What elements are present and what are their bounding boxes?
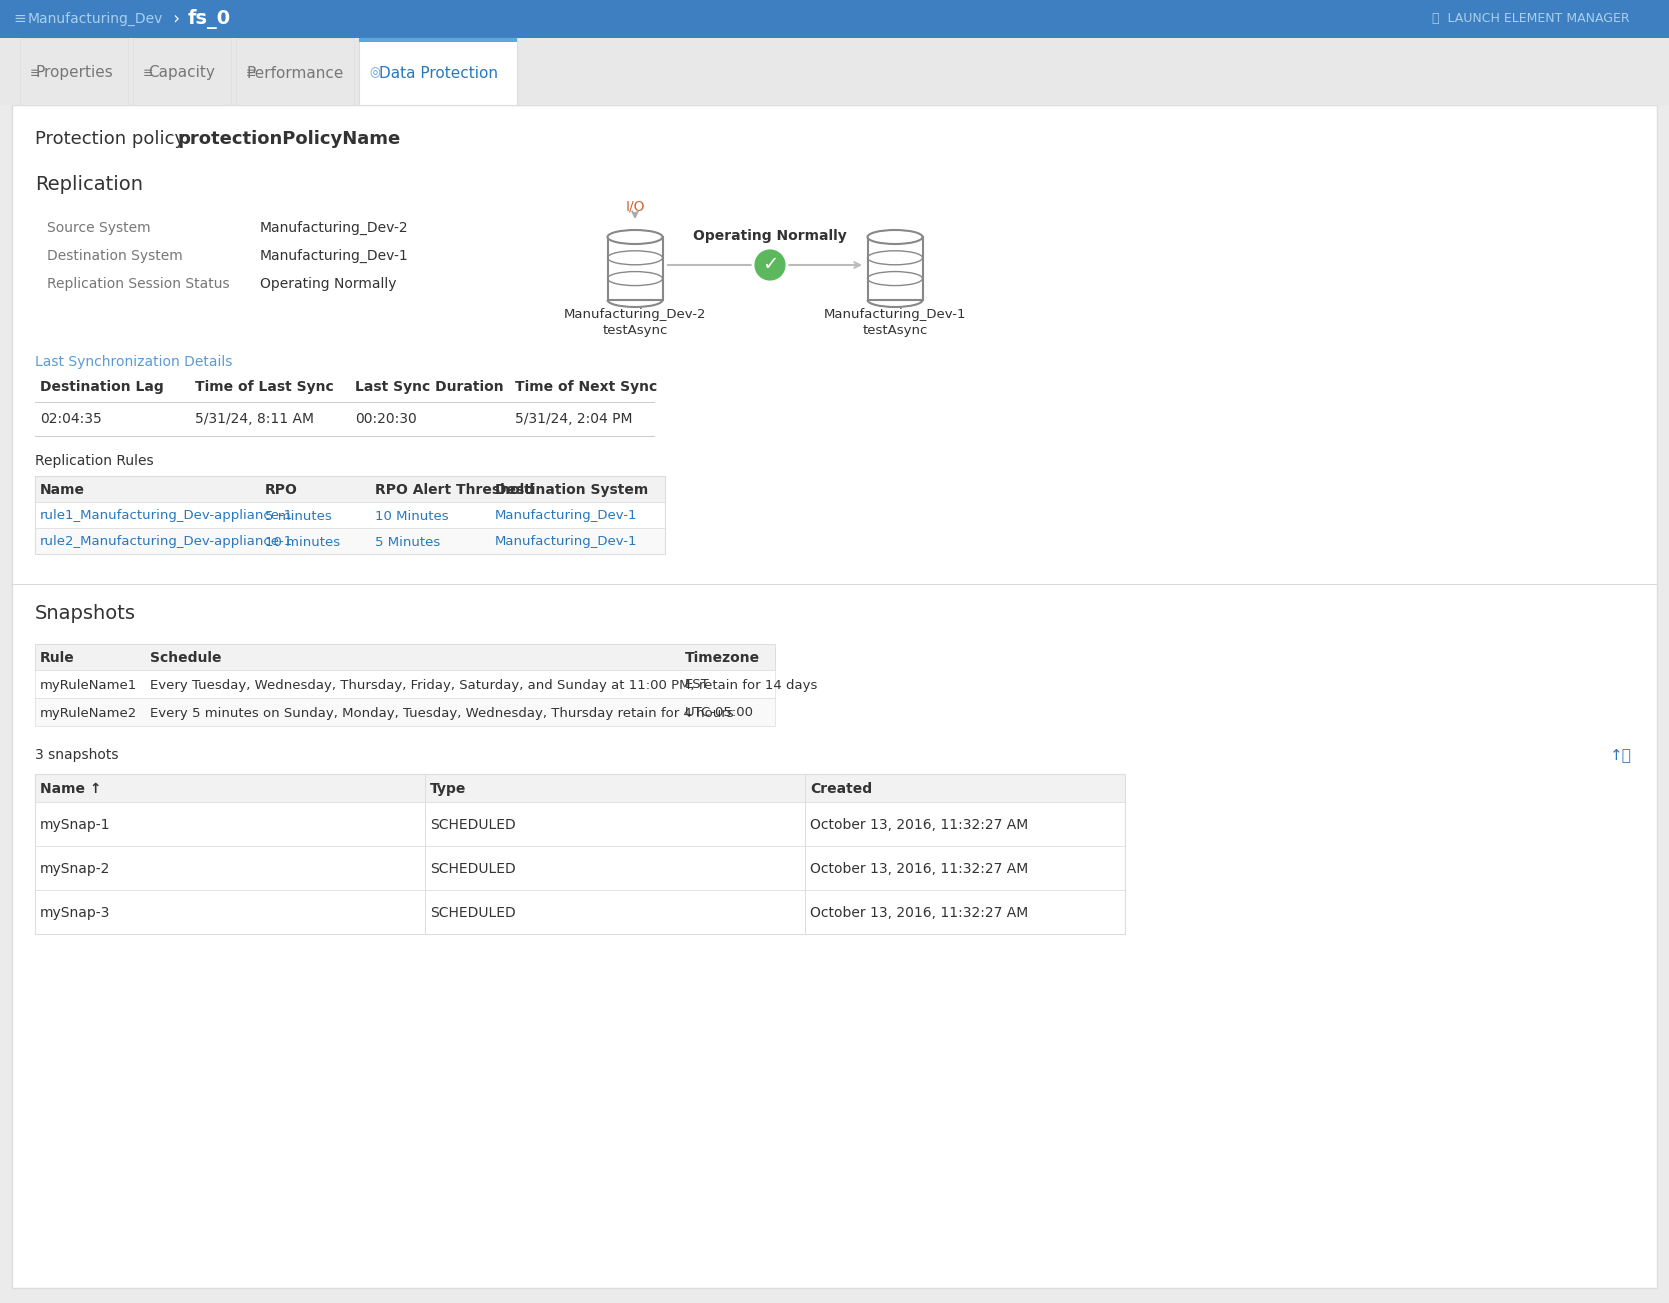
Text: Name: Name xyxy=(40,483,85,496)
Circle shape xyxy=(753,248,788,281)
Text: RPO: RPO xyxy=(265,483,297,496)
Text: Operating Normally: Operating Normally xyxy=(693,229,846,242)
Text: Manufacturing_Dev: Manufacturing_Dev xyxy=(28,12,164,26)
Text: UTC-05:00: UTC-05:00 xyxy=(684,706,754,719)
Text: 3 snapshots: 3 snapshots xyxy=(35,748,118,762)
Bar xyxy=(35,528,664,554)
Text: 10 minutes: 10 minutes xyxy=(265,536,340,549)
Text: protectionPolicyName: protectionPolicyName xyxy=(177,130,401,149)
Text: Capacity: Capacity xyxy=(149,65,215,81)
Bar xyxy=(868,237,923,300)
Text: 5 Minutes: 5 Minutes xyxy=(376,536,441,549)
Text: SCHEDULED: SCHEDULED xyxy=(431,818,516,833)
Text: ≡: ≡ xyxy=(13,12,25,26)
Text: Manufacturing_Dev-1: Manufacturing_Dev-1 xyxy=(496,536,638,549)
Text: Last Sync Duration: Last Sync Duration xyxy=(355,380,504,394)
Bar xyxy=(0,0,1669,38)
Text: Manufacturing_Dev-2: Manufacturing_Dev-2 xyxy=(260,222,409,235)
Text: Performance: Performance xyxy=(247,65,344,81)
Text: 00:20:30: 00:20:30 xyxy=(355,412,417,426)
Bar xyxy=(35,774,1125,803)
Bar xyxy=(235,38,354,106)
Text: ◎: ◎ xyxy=(369,66,381,79)
Text: Manufacturing_Dev-1: Manufacturing_Dev-1 xyxy=(824,308,966,321)
Text: fs_0: fs_0 xyxy=(189,9,230,29)
Text: ↑⬜: ↑⬜ xyxy=(1611,748,1632,764)
Bar xyxy=(134,38,230,106)
Text: Data Protection: Data Protection xyxy=(379,65,497,81)
Bar xyxy=(35,644,774,670)
Text: rule2_Manufacturing_Dev-appliance-1: rule2_Manufacturing_Dev-appliance-1 xyxy=(40,536,294,549)
Ellipse shape xyxy=(868,231,923,244)
Text: Manufacturing_Dev-2: Manufacturing_Dev-2 xyxy=(564,308,706,321)
Text: Time of Last Sync: Time of Last Sync xyxy=(195,380,334,394)
Text: Timezone: Timezone xyxy=(684,652,759,665)
Text: Operating Normally: Operating Normally xyxy=(260,278,397,291)
Text: ≡: ≡ xyxy=(144,66,154,79)
Text: ≡: ≡ xyxy=(30,66,40,79)
Text: Destination System: Destination System xyxy=(496,483,648,496)
Bar xyxy=(35,476,664,502)
Text: mySnap-1: mySnap-1 xyxy=(40,818,110,833)
Text: ✓: ✓ xyxy=(761,255,778,275)
Text: Time of Next Sync: Time of Next Sync xyxy=(516,380,658,394)
Text: Properties: Properties xyxy=(35,65,113,81)
Text: Rule: Rule xyxy=(40,652,75,665)
Text: Every Tuesday, Wednesday, Thursday, Friday, Saturday, and Sunday at 11:00 PM, re: Every Tuesday, Wednesday, Thursday, Frid… xyxy=(150,679,818,692)
Text: Last Synchronization Details: Last Synchronization Details xyxy=(35,354,232,369)
Text: Schedule: Schedule xyxy=(150,652,222,665)
Text: 5 minutes: 5 minutes xyxy=(265,509,332,523)
Text: Protection policy: Protection policy xyxy=(35,130,190,149)
Text: ≡: ≡ xyxy=(245,66,257,79)
Text: Snapshots: Snapshots xyxy=(35,605,135,623)
Bar xyxy=(359,38,517,42)
Text: October 13, 2016, 11:32:27 AM: October 13, 2016, 11:32:27 AM xyxy=(809,818,1028,833)
Text: ⧉  LAUNCH ELEMENT MANAGER: ⧉ LAUNCH ELEMENT MANAGER xyxy=(1432,13,1631,26)
Text: 5/31/24, 2:04 PM: 5/31/24, 2:04 PM xyxy=(516,412,633,426)
Text: SCHEDULED: SCHEDULED xyxy=(431,863,516,876)
Bar xyxy=(608,237,663,300)
Text: mySnap-3: mySnap-3 xyxy=(40,906,110,920)
Text: mySnap-2: mySnap-2 xyxy=(40,863,110,876)
Text: SCHEDULED: SCHEDULED xyxy=(431,906,516,920)
Text: myRuleName2: myRuleName2 xyxy=(40,706,137,719)
Text: Name ↑: Name ↑ xyxy=(40,782,102,796)
Text: EST: EST xyxy=(684,679,709,692)
Bar xyxy=(359,38,517,106)
Text: Replication Session Status: Replication Session Status xyxy=(47,278,230,291)
Text: Manufacturing_Dev-1: Manufacturing_Dev-1 xyxy=(496,509,638,523)
Text: testAsync: testAsync xyxy=(603,324,668,337)
Bar xyxy=(35,698,774,726)
Bar xyxy=(35,890,1125,934)
Text: Every 5 minutes on Sunday, Monday, Tuesday, Wednesday, Thursday retain for 4 hou: Every 5 minutes on Sunday, Monday, Tuesd… xyxy=(150,706,734,719)
Text: Destination Lag: Destination Lag xyxy=(40,380,164,394)
Text: Manufacturing_Dev-1: Manufacturing_Dev-1 xyxy=(260,249,409,263)
Bar xyxy=(35,502,664,528)
Text: Created: Created xyxy=(809,782,873,796)
Text: October 13, 2016, 11:32:27 AM: October 13, 2016, 11:32:27 AM xyxy=(809,863,1028,876)
Text: Replication Rules: Replication Rules xyxy=(35,453,154,468)
Ellipse shape xyxy=(608,231,663,244)
Text: rule1_Manufacturing_Dev-appliance-1: rule1_Manufacturing_Dev-appliance-1 xyxy=(40,509,294,523)
Text: 02:04:35: 02:04:35 xyxy=(40,412,102,426)
Bar xyxy=(20,38,129,106)
Text: 5/31/24, 8:11 AM: 5/31/24, 8:11 AM xyxy=(195,412,314,426)
Bar xyxy=(35,846,1125,890)
Text: Destination System: Destination System xyxy=(47,249,182,263)
Text: RPO Alert Threshold: RPO Alert Threshold xyxy=(376,483,534,496)
Text: October 13, 2016, 11:32:27 AM: October 13, 2016, 11:32:27 AM xyxy=(809,906,1028,920)
Text: I/O: I/O xyxy=(626,199,644,214)
Text: 10 Minutes: 10 Minutes xyxy=(376,509,449,523)
Text: Replication: Replication xyxy=(35,175,144,194)
Bar xyxy=(35,670,774,698)
Bar xyxy=(35,803,1125,846)
Bar xyxy=(35,774,1125,934)
Text: Source System: Source System xyxy=(47,222,150,235)
Text: Type: Type xyxy=(431,782,466,796)
Bar xyxy=(0,38,1669,106)
Text: testAsync: testAsync xyxy=(863,324,928,337)
Bar xyxy=(35,476,664,554)
Text: ›: › xyxy=(169,10,185,27)
Text: myRuleName1: myRuleName1 xyxy=(40,679,137,692)
